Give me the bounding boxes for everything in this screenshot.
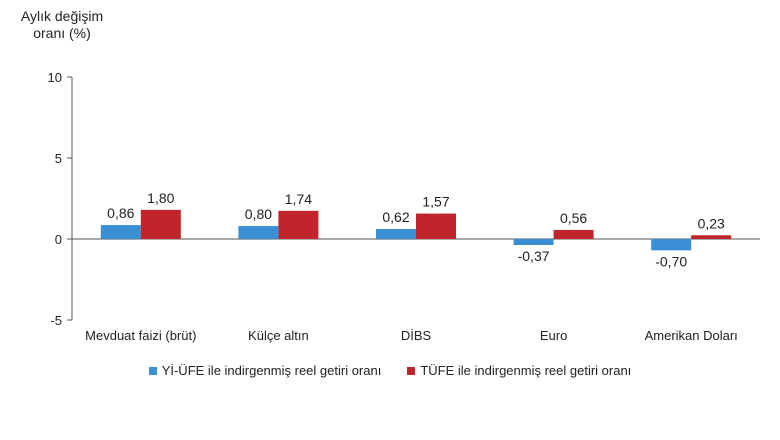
- legend-label-yi-ufe: Yİ-ÜFE ile indirgenmiş reel getiri oranı: [161, 363, 382, 378]
- y-tick-label: -5: [50, 313, 62, 328]
- bar-yi-ufe: [651, 239, 692, 251]
- bar-tufe: [553, 229, 594, 239]
- data-label: 0,80: [245, 206, 272, 222]
- bar-tufe: [140, 209, 181, 239]
- x-category-label: DİBS: [401, 328, 432, 343]
- data-label: 1,74: [285, 191, 312, 207]
- legend-swatch-tufe: [407, 366, 416, 375]
- bar-tufe: [691, 235, 732, 239]
- data-label: -0,37: [518, 248, 550, 264]
- y-axis-label-line1: Aylık değişim: [20, 8, 104, 24]
- bar-tufe: [416, 213, 456, 239]
- legend-swatch-yi-ufe: [148, 366, 157, 375]
- bar-yi-ufe: [376, 228, 416, 239]
- legend-item-tufe: TÜFE ile indirgenmiş reel getiri oranı: [407, 363, 631, 378]
- y-axis-label-line2: oranı (%): [33, 25, 91, 41]
- x-category-label: Euro: [540, 328, 567, 343]
- y-tick-label: 5: [55, 151, 62, 166]
- bar-yi-ufe: [100, 225, 141, 239]
- bar-yi-ufe: [238, 226, 279, 239]
- data-label: 1,57: [422, 194, 449, 210]
- y-tick-label: 10: [48, 70, 62, 85]
- data-label: 0,56: [560, 210, 587, 226]
- legend: Yİ-ÜFE ile indirgenmiş reel getiri oranı…: [0, 363, 780, 378]
- bar-yi-ufe: [513, 239, 554, 245]
- data-label: 0,62: [382, 209, 409, 225]
- bar-tufe: [278, 210, 319, 239]
- y-axis-label: Aylık değişim oranı (%): [12, 8, 112, 42]
- x-category-label: Mevduat faizi (brüt): [85, 328, 196, 343]
- x-category-label: Amerikan Doları: [645, 328, 738, 343]
- legend-item-yi-ufe: Yİ-ÜFE ile indirgenmiş reel getiri oranı: [148, 363, 382, 378]
- data-label: -0,70: [655, 253, 687, 269]
- data-label: 0,23: [698, 215, 725, 231]
- x-category-label: Külçe altın: [248, 328, 309, 343]
- y-tick-label: 0: [55, 232, 62, 247]
- legend-label-tufe: TÜFE ile indirgenmiş reel getiri oranı: [420, 363, 632, 378]
- data-label: 0,86: [107, 205, 134, 221]
- data-label: 1,80: [147, 190, 174, 206]
